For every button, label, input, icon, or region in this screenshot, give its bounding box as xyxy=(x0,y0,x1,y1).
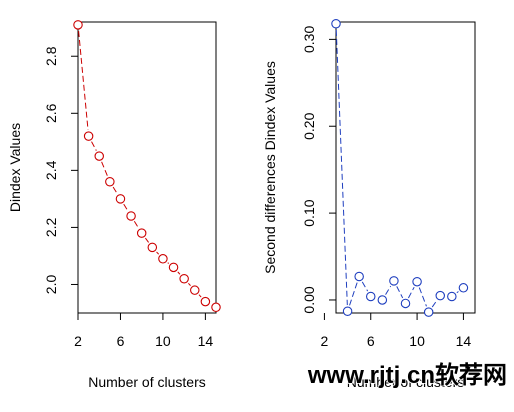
x-tick-label: 10 xyxy=(409,333,425,349)
data-point xyxy=(126,211,136,221)
x-axis-label: Number of clusters xyxy=(88,374,205,390)
series-segment xyxy=(335,29,348,306)
data-point xyxy=(158,254,168,264)
series-segment xyxy=(91,141,97,151)
series-segment xyxy=(144,237,150,243)
data-point xyxy=(105,177,115,187)
x-tick-label: 14 xyxy=(456,333,472,349)
y-tick-label: 2.2 xyxy=(43,217,59,237)
data-point xyxy=(136,228,147,238)
data-point xyxy=(94,151,104,161)
series-segment xyxy=(198,294,202,298)
data-point xyxy=(365,291,376,302)
series-segment xyxy=(349,282,358,306)
data-point xyxy=(447,291,457,302)
data-point xyxy=(412,276,422,287)
series-segment xyxy=(431,300,438,308)
watermark-text: www.rjtj.cn软荐网 xyxy=(307,361,507,389)
series-segment xyxy=(167,262,170,264)
x-axis-label: Number of clusters xyxy=(347,374,464,390)
data-point xyxy=(73,20,83,30)
y-tick-label: 0.00 xyxy=(301,286,317,313)
data-point xyxy=(423,307,434,317)
data-point xyxy=(211,302,221,313)
y-axis-label: Dindex Values xyxy=(7,123,23,212)
data-point xyxy=(168,262,179,273)
data-point xyxy=(179,274,189,284)
dindex-values-panel: 2 6 10 14 2.0 2.2 2.4 2.6 2.8 Number of clusters D… xyxy=(7,20,221,390)
data-point xyxy=(354,271,364,282)
series-segment xyxy=(188,282,191,286)
data-point xyxy=(342,306,353,317)
data-point xyxy=(377,295,388,305)
data-point xyxy=(200,296,211,307)
x-tick-label: 2 xyxy=(74,333,82,349)
series-segment xyxy=(385,285,392,295)
series-segment xyxy=(123,203,129,211)
x-tick-label: 10 xyxy=(155,333,171,349)
series-segment xyxy=(78,30,89,130)
data-point xyxy=(458,283,469,293)
data-point xyxy=(435,290,445,301)
series-segment xyxy=(418,287,427,307)
series-segment xyxy=(133,221,139,229)
y-tick-label: 0.20 xyxy=(301,112,317,139)
series-segment xyxy=(456,291,459,294)
series-segment xyxy=(112,186,118,194)
data-point xyxy=(331,18,341,29)
data-point xyxy=(389,276,399,286)
data-point xyxy=(83,131,94,141)
series-segment xyxy=(361,281,369,292)
data-point xyxy=(147,242,158,253)
series-segment xyxy=(156,251,160,255)
series-segment xyxy=(407,286,415,299)
y-tick-label: 2.6 xyxy=(43,103,59,123)
data-point xyxy=(400,298,411,309)
y-axis-label: Second differences Dindex Values xyxy=(262,61,278,274)
y-tick-label: 0.10 xyxy=(301,199,317,226)
x-tick-label: 6 xyxy=(367,333,375,349)
x-tick-label: 14 xyxy=(198,333,214,349)
x-tick-label: 6 xyxy=(117,333,125,349)
y-tick-label: 0.30 xyxy=(301,26,317,53)
plot-frame xyxy=(335,21,476,314)
series-segment xyxy=(177,271,181,275)
x-tick-label: 2 xyxy=(321,333,329,349)
series-segment xyxy=(101,161,108,177)
data-point xyxy=(115,194,126,204)
series-segment xyxy=(396,286,404,299)
y-tick-label: 2.8 xyxy=(43,46,59,66)
plot-frame xyxy=(77,21,217,314)
data-point xyxy=(190,285,200,295)
y-tick-label: 2.0 xyxy=(43,275,59,295)
y-tick-label: 2.4 xyxy=(43,160,59,180)
second-differences-panel: 2 6 10 14 0.00 0.10 0.20 0.30 Number of clusters… xyxy=(262,18,476,390)
